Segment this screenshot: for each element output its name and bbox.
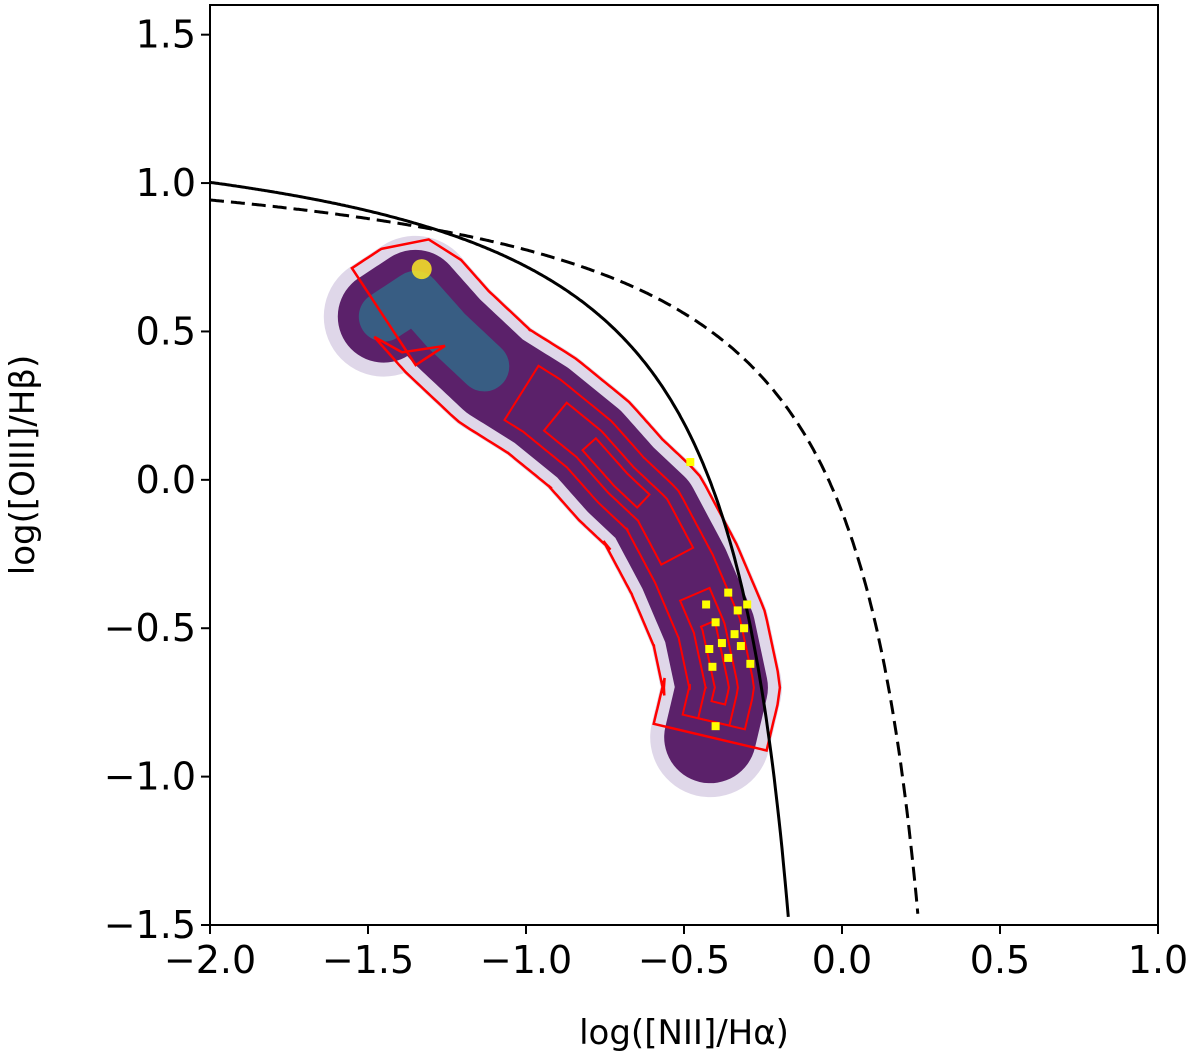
solid-demarcation-line xyxy=(210,180,790,918)
contour-level-2 xyxy=(503,364,755,731)
plot-area xyxy=(210,180,920,918)
highlight-point xyxy=(740,624,749,633)
highlight-point xyxy=(743,600,752,609)
y-tick-label: −1.0 xyxy=(104,755,196,799)
highlight-point xyxy=(730,630,739,639)
highlight-point xyxy=(702,600,711,609)
contour-level-4 xyxy=(581,436,651,510)
highlight-point xyxy=(711,618,720,627)
x-tick-label: −0.5 xyxy=(638,938,730,982)
axes: −2.0 −1.5 −1.0 −0.5 0.0 0.5 1.0−1.5−1.0−0.50.0… xyxy=(104,13,1189,982)
highlight-point xyxy=(733,606,742,615)
x-tick-label: 1.0 xyxy=(1128,938,1188,982)
density-cloud-mid xyxy=(358,270,510,392)
y-tick-label: 1.5 xyxy=(136,13,196,57)
x-axis-label: log([NII]/Hα) xyxy=(579,1013,789,1053)
contour-level-3b xyxy=(678,586,739,727)
highlight-point xyxy=(724,653,733,662)
x-tick-label: −1.5 xyxy=(322,938,414,982)
y-tick-label: 1.0 xyxy=(136,161,196,205)
y-tick-label: −1.5 xyxy=(104,903,196,947)
highlight-point xyxy=(705,645,714,653)
density-cloud-peak xyxy=(411,259,432,280)
highlight-point xyxy=(736,642,745,651)
x-tick-label: −2.0 xyxy=(164,938,256,982)
highlight-point xyxy=(724,588,733,597)
x-tick-label: 0.0 xyxy=(812,938,872,982)
highlight-point xyxy=(708,662,717,671)
contour-level-3 xyxy=(542,401,695,566)
contour-outer xyxy=(350,238,782,753)
x-tick-label: −1.0 xyxy=(480,938,572,982)
highlight-point xyxy=(686,458,695,467)
y-tick-label: 0.5 xyxy=(136,309,196,353)
y-tick-label: −0.5 xyxy=(104,606,196,650)
x-tick-label: 0.5 xyxy=(970,938,1030,982)
highlight-point xyxy=(746,659,755,668)
highlight-point xyxy=(717,639,726,648)
y-axis-label: log([OIII]/Hβ) xyxy=(3,355,43,575)
dashed-demarcation-line xyxy=(210,198,920,914)
highlight-point xyxy=(711,722,720,731)
y-tick-label: 0.0 xyxy=(136,458,196,502)
